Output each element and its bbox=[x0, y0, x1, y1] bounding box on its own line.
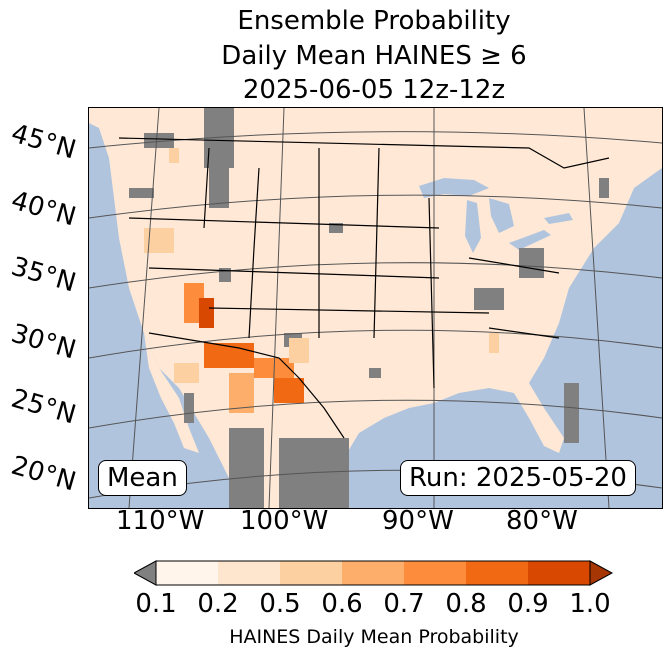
colorbar-label: HAINES Daily Mean Probability bbox=[229, 626, 519, 648]
colorbar-tick-0.2: 0.2 bbox=[197, 589, 239, 619]
missing-data-patches bbox=[129, 108, 609, 508]
colorbar-tick-0.6: 0.6 bbox=[321, 589, 363, 619]
title-line-1: Ensemble Probability bbox=[237, 6, 511, 36]
title-line-3: 2025-06-05 12z-12z bbox=[242, 75, 506, 105]
map-svg bbox=[89, 108, 662, 508]
colorbar-under-triangle bbox=[134, 560, 157, 586]
land-north-america bbox=[89, 108, 662, 508]
lake-ontario bbox=[544, 213, 573, 224]
mean-label-box: Mean bbox=[98, 460, 187, 496]
title-line-2: Daily Mean HAINES ≥ 6 bbox=[221, 41, 527, 71]
colorbar bbox=[134, 560, 614, 586]
lon-label-90: 90°W bbox=[382, 506, 454, 536]
colorbar-bin-3 bbox=[280, 561, 342, 585]
lat-label-45: 45°N bbox=[7, 118, 80, 166]
colorbar-bin-5 bbox=[404, 561, 466, 585]
lat-label-40: 40°N bbox=[7, 185, 80, 233]
lat-label-25: 25°N bbox=[7, 383, 80, 431]
colorbar-tick-0.7: 0.7 bbox=[383, 589, 425, 619]
colorbar-bin-6 bbox=[466, 561, 528, 585]
colorbar-tick-0.1: 0.1 bbox=[135, 589, 177, 619]
colorbar-bin-1 bbox=[156, 561, 218, 585]
colorbar-bin-7 bbox=[528, 561, 590, 585]
colorbar-tick-0.8: 0.8 bbox=[445, 589, 487, 619]
run-date-box: Run: 2025-05-20 bbox=[400, 460, 636, 496]
borders bbox=[118, 137, 610, 439]
colorbar-tick-1.0: 1.0 bbox=[569, 589, 611, 619]
lake-huron bbox=[489, 198, 514, 233]
colorbar-tick-0.9: 0.9 bbox=[507, 589, 549, 619]
lat-label-35: 35°N bbox=[7, 251, 80, 299]
lon-label-80: 80°W bbox=[506, 506, 578, 536]
colorbar-bin-4 bbox=[342, 561, 404, 585]
lon-label-110: 110°W bbox=[116, 506, 205, 536]
colorbar-over-triangle bbox=[589, 560, 614, 586]
colorbar-tick-0.5: 0.5 bbox=[259, 589, 301, 619]
colorbar-bin-2 bbox=[218, 561, 280, 585]
lake-erie bbox=[509, 230, 551, 250]
lat-label-30: 30°N bbox=[7, 318, 80, 366]
lake-michigan bbox=[465, 200, 481, 253]
lake-superior bbox=[419, 178, 489, 198]
map-panel bbox=[88, 107, 663, 509]
lon-label-100: 100°W bbox=[240, 506, 329, 536]
lat-label-20: 20°N bbox=[7, 450, 80, 498]
